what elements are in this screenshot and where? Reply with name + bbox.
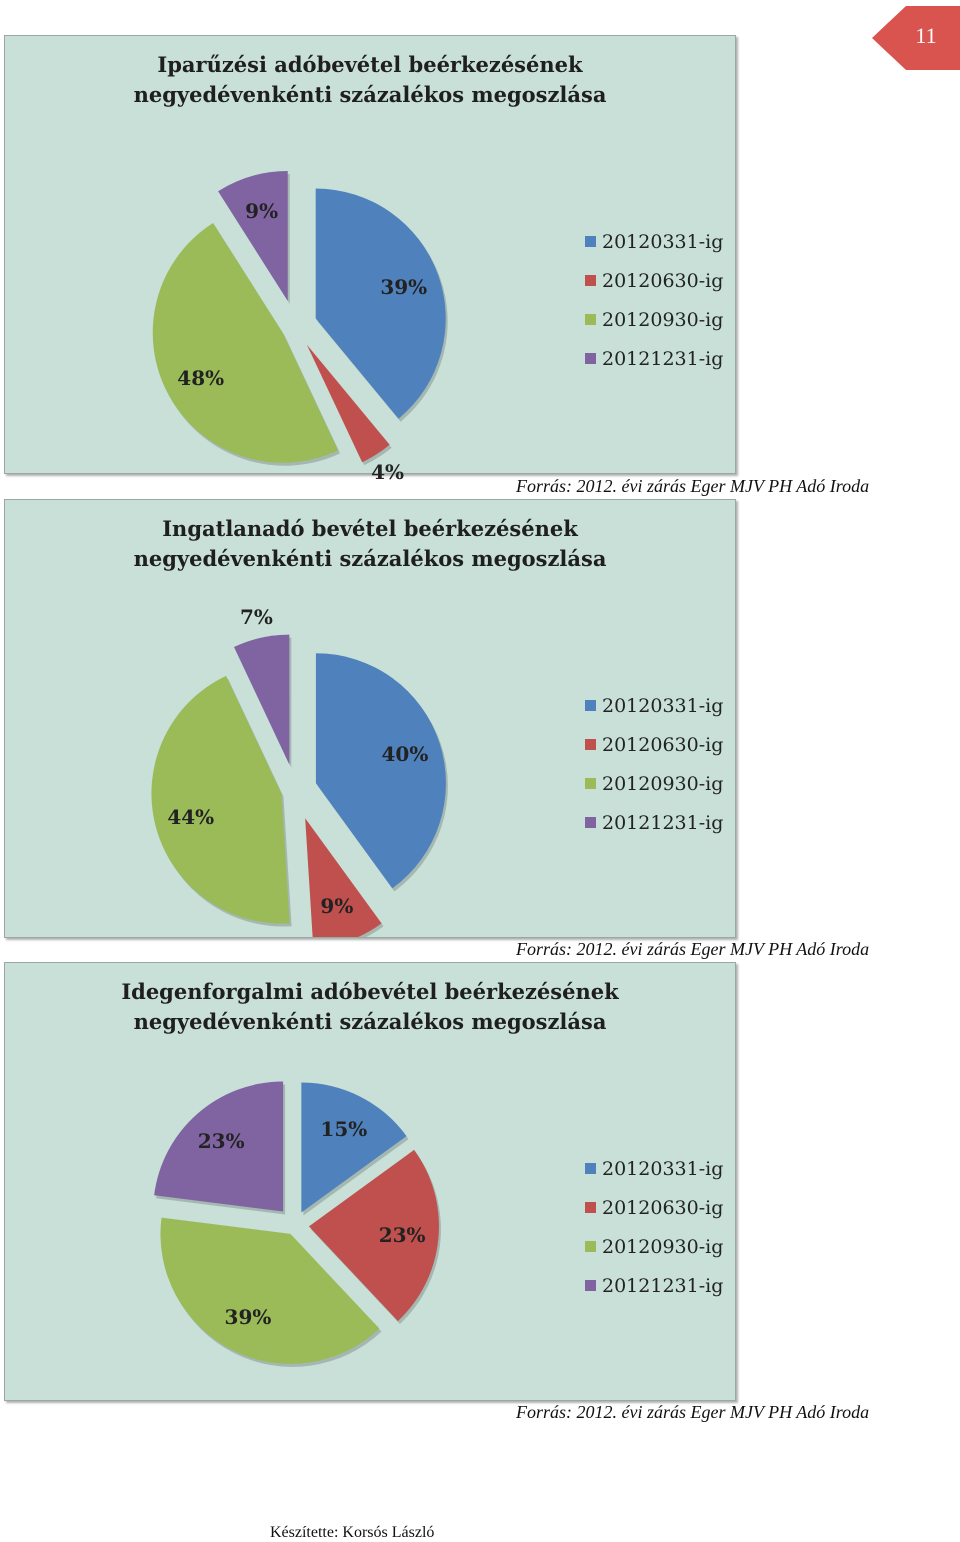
pie-slice-label: 23% <box>378 1223 426 1248</box>
pie-slice-4 <box>218 171 288 302</box>
source-note: Forrás: 2012. évi zárás Eger MJV PH Adó … <box>516 1402 870 1422</box>
page-number-tab: 11 <box>872 6 960 70</box>
pie-slice-label: 15% <box>320 1117 368 1142</box>
pie-slice-label: 7% <box>239 605 273 630</box>
legend-label: 20121231-ig <box>602 1274 724 1297</box>
legend-item: 20120930-ig <box>585 764 723 803</box>
pie-slice-3 <box>152 222 339 463</box>
legend: 20120331-ig 20120630-ig 20120930-ig 2012… <box>585 686 723 842</box>
legend-label: 20120331-ig <box>602 1157 724 1180</box>
chart-title-line-1: Iparűzési adóbevétel beérkezésének <box>157 52 583 77</box>
legend-item: 20121231-ig <box>585 1266 723 1305</box>
author-footer: Készítette: Korsós László <box>270 1524 435 1541</box>
pie-slice-2 <box>308 1149 439 1322</box>
pie-slice-1 <box>301 1082 407 1213</box>
pie-slice-1 <box>315 188 446 419</box>
legend-item: 20120331-ig <box>585 1149 723 1188</box>
pie-slice-3 <box>160 1217 380 1364</box>
legend-swatch <box>585 1163 596 1174</box>
legend-item: 20120331-ig <box>585 222 723 261</box>
chart-title-line-2: negyedévenkénti százalékos megoszlása <box>133 1009 607 1034</box>
legend-label: 20121231-ig <box>602 811 724 834</box>
pie-slice-4 <box>154 1081 284 1212</box>
legend-label: 20120930-ig <box>602 308 724 331</box>
pie-slice-label: 9% <box>320 894 354 919</box>
pie-slice-label: 23% <box>197 1129 245 1154</box>
legend: 20120331-ig 20120630-ig 20120930-ig 2012… <box>585 222 723 378</box>
source-note: Forrás: 2012. évi zárás Eger MJV PH Adó … <box>516 476 870 496</box>
legend-swatch <box>585 817 596 828</box>
legend-swatch <box>585 1280 596 1291</box>
pie-svg-iparuzesi <box>152 171 448 466</box>
pie-slice-4 <box>233 634 290 765</box>
legend-item: 20120630-ig <box>585 1188 723 1227</box>
pie-slice-label: 44% <box>167 804 215 829</box>
legend-swatch <box>585 1202 596 1213</box>
legend-swatch <box>585 1241 596 1252</box>
legend-label: 20120930-ig <box>602 1235 724 1258</box>
pie-slice-2 <box>305 818 382 937</box>
chart-title-line-2: negyedévenkénti százalékos megoszlása <box>133 546 607 571</box>
legend-item: 20121231-ig <box>585 803 723 842</box>
pie-slice-label: 39% <box>380 274 428 299</box>
source-note: Forrás: 2012. évi zárás Eger MJV PH Adó … <box>516 939 870 959</box>
legend-label: 20120331-ig <box>602 230 724 253</box>
chart-title: Iparűzési adóbevétel beérkezésének negye… <box>5 50 735 110</box>
legend-swatch <box>585 236 596 247</box>
pie-slice-1 <box>315 653 446 889</box>
pie-slice-label: 9% <box>245 199 279 224</box>
legend-item: 20120630-ig <box>585 261 723 300</box>
legend-label: 20120331-ig <box>602 694 724 717</box>
chart-idegenforgalmi: Idegenforgalmi adóbevétel beérkezésének … <box>4 962 736 1401</box>
pie-slice-3 <box>151 675 290 924</box>
legend-item: 20120930-ig <box>585 1227 723 1266</box>
chart-title: Idegenforgalmi adóbevétel beérkezésének … <box>5 977 735 1037</box>
legend-swatch <box>585 275 596 286</box>
legend-swatch <box>585 353 596 364</box>
pie-slice-label: 39% <box>224 1305 272 1330</box>
page-number: 11 <box>915 23 937 48</box>
pie-slice-2 <box>306 344 390 463</box>
pie-slice-label: 40% <box>381 742 429 767</box>
legend: 20120331-ig 20120630-ig 20120930-ig 2012… <box>585 1149 723 1305</box>
chart-title: Ingatlanadó bevétel beérkezésének negyed… <box>5 514 735 574</box>
pie-svg-ingatlanado <box>151 634 448 937</box>
legend-swatch <box>585 314 596 325</box>
legend-swatch <box>585 700 596 711</box>
legend-swatch <box>585 739 596 750</box>
legend-label: 20120630-ig <box>602 1196 724 1219</box>
pie-slice-label: 4% <box>371 459 405 484</box>
legend-label: 20121231-ig <box>602 347 724 370</box>
chart-title-line-2: negyedévenkénti százalékos megoszlása <box>133 82 607 107</box>
pie-svg-idegenforgalmi <box>154 1081 441 1367</box>
legend-label: 20120630-ig <box>602 269 724 292</box>
legend-item: 20120331-ig <box>585 686 723 725</box>
legend-label: 20120630-ig <box>602 733 724 756</box>
chart-iparuzesi: Iparűzési adóbevétel beérkezésének negye… <box>4 35 736 484</box>
legend-item: 20120930-ig <box>585 300 723 339</box>
chart-title-line-1: Idegenforgalmi adóbevétel beérkezésének <box>121 979 619 1004</box>
page-tab-arrow-icon <box>872 6 960 70</box>
chart-ingatlanado: Ingatlanadó bevétel beérkezésének negyed… <box>4 499 736 938</box>
legend-swatch <box>585 778 596 789</box>
pie-slice-label: 48% <box>177 365 225 390</box>
legend-item: 20121231-ig <box>585 339 723 378</box>
legend-item: 20120630-ig <box>585 725 723 764</box>
legend-label: 20120930-ig <box>602 772 724 795</box>
chart-title-line-1: Ingatlanadó bevétel beérkezésének <box>162 516 578 541</box>
